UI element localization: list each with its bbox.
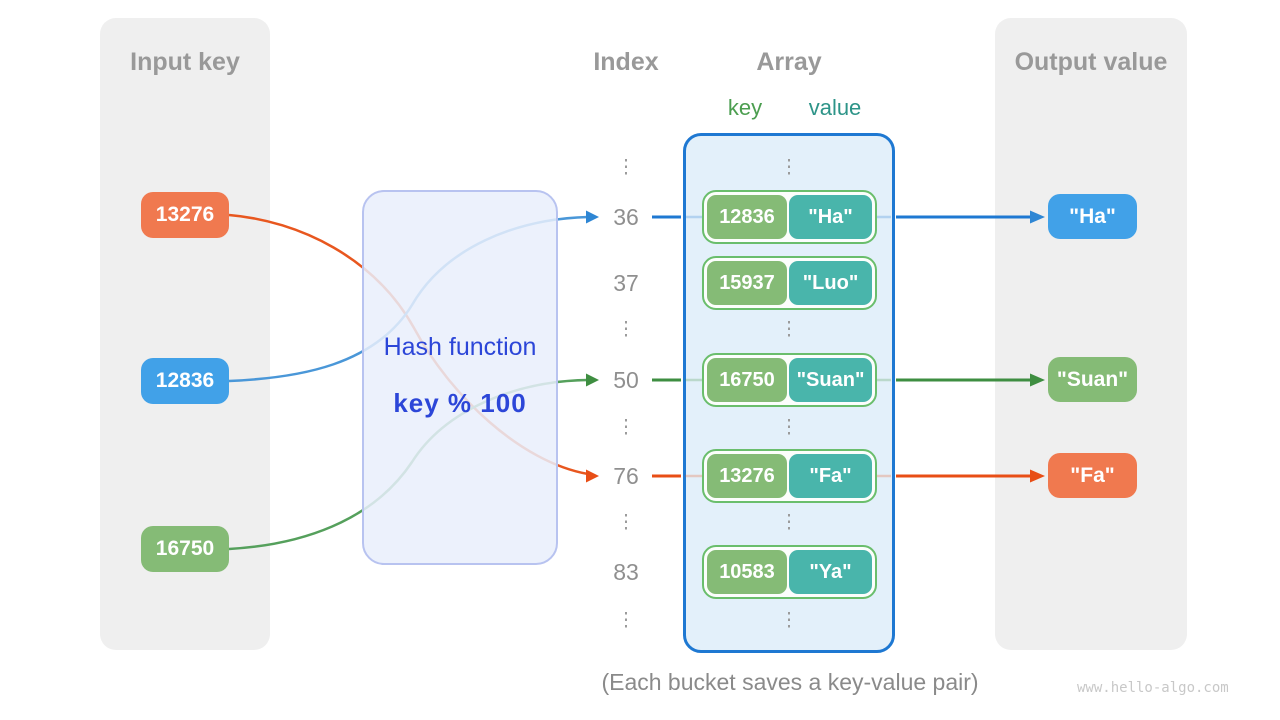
index-83: 83 <box>613 559 639 585</box>
input-key-13276: 13276 <box>141 192 229 238</box>
index-ellipsis: ⋮ <box>616 157 636 178</box>
hash-function-label: Hash function <box>383 333 537 361</box>
hash-function-box: Hash function key % 100 <box>362 190 558 565</box>
index-ellipsis: ⋮ <box>616 512 636 533</box>
bucket-value: "Fa" <box>789 454 872 498</box>
bucket-key: 12836 <box>707 195 787 239</box>
diagram-caption: (Each bucket saves a key-value pair) <box>601 669 979 695</box>
hash-function-formula: key % 100 <box>393 388 527 418</box>
value-column-label: value <box>808 95 862 120</box>
index-ellipsis: ⋮ <box>616 610 636 631</box>
array-ellipsis: ⋮ <box>779 512 799 533</box>
bucket-row-37: 15937 "Luo" <box>702 256 877 310</box>
bucket-value: "Ha" <box>789 195 872 239</box>
index-50: 50 <box>613 367 639 393</box>
array-ellipsis: ⋮ <box>779 417 799 438</box>
bucket-key: 10583 <box>707 550 787 594</box>
index-column-header: Index <box>593 48 659 76</box>
output-value-ha: "Ha" <box>1048 194 1137 239</box>
bucket-value: "Luo" <box>789 261 872 305</box>
index-ellipsis: ⋮ <box>616 417 636 438</box>
bucket-row-50: 16750 "Suan" <box>702 353 877 407</box>
array-ellipsis: ⋮ <box>779 157 799 178</box>
bucket-row-83: 10583 "Ya" <box>702 545 877 599</box>
bucket-value: "Ya" <box>789 550 872 594</box>
bucket-row-76: 13276 "Fa" <box>702 449 877 503</box>
input-key-12836: 12836 <box>141 358 229 404</box>
site-watermark: www.hello-algo.com <box>1077 680 1229 696</box>
bucket-value: "Suan" <box>789 358 872 402</box>
index-36: 36 <box>613 204 639 230</box>
bucket-key: 13276 <box>707 454 787 498</box>
array-ellipsis: ⋮ <box>779 610 799 631</box>
input-panel-title: Input key <box>130 48 240 76</box>
index-37: 37 <box>613 270 639 296</box>
bucket-key: 16750 <box>707 358 787 402</box>
input-key-16750: 16750 <box>141 526 229 572</box>
output-value-suan: "Suan" <box>1048 357 1137 402</box>
bucket-key: 15937 <box>707 261 787 305</box>
index-ellipsis: ⋮ <box>616 319 636 340</box>
bucket-row-36: 12836 "Ha" <box>702 190 877 244</box>
output-value-fa: "Fa" <box>1048 453 1137 498</box>
array-ellipsis: ⋮ <box>779 319 799 340</box>
array-column-header: Array <box>756 48 822 76</box>
key-column-label: key <box>727 95 763 120</box>
index-76: 76 <box>613 463 639 489</box>
output-value-panel: Output value <box>995 18 1187 650</box>
output-panel-title: Output value <box>1014 48 1168 76</box>
